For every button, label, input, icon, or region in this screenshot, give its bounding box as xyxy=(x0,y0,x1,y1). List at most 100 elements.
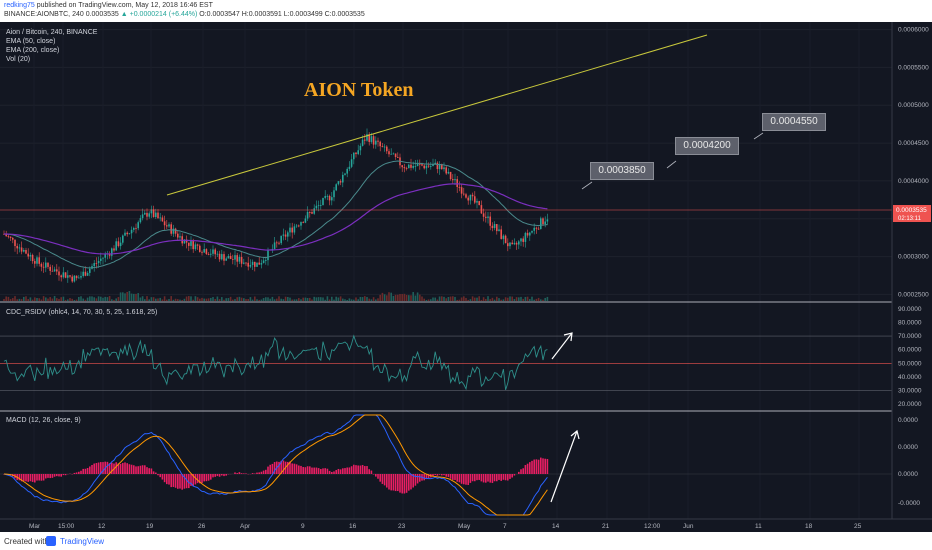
candle-body xyxy=(38,257,40,264)
rsi-line xyxy=(3,334,548,391)
time-tick: Apr xyxy=(240,523,251,530)
macd-histogram-bar xyxy=(47,474,49,478)
candle-body xyxy=(31,254,34,262)
macd-histogram-bar xyxy=(485,474,487,483)
target-label-2[interactable]: 0.0004200 xyxy=(675,137,739,155)
time-tick: 21 xyxy=(602,523,610,530)
volume-bar xyxy=(80,296,82,301)
candle-body xyxy=(460,187,463,194)
candle-body xyxy=(522,238,524,242)
rsi-tick: 90.0000 xyxy=(898,306,922,313)
candle-body xyxy=(348,166,351,169)
macd-histogram-bar xyxy=(40,474,43,481)
macd-histogram-bar xyxy=(51,474,54,478)
volume-bar xyxy=(311,299,313,301)
volume-bar xyxy=(89,296,91,301)
candle-body xyxy=(421,164,423,166)
rsi-legend[interactable]: CDC_RSIDV (ohlc4, 14, 70, 30, 5, 25, 1.6… xyxy=(6,309,158,316)
candle-body xyxy=(58,271,60,276)
volume-bar xyxy=(157,298,159,301)
volume-bar xyxy=(150,297,153,301)
main-legend[interactable]: Aion / Bitcoin, 240, BINANCE EMA (50, cl… xyxy=(6,28,97,64)
macd-histogram-bar xyxy=(278,461,280,474)
legend-symbol: Aion / Bitcoin, 240, BINANCE xyxy=(6,29,98,36)
publish-info: published on TradingView.com, May 12, 20… xyxy=(36,2,213,9)
volume-bar xyxy=(315,297,318,301)
macd-histogram-bar xyxy=(27,474,29,482)
macd-histogram-bar xyxy=(375,474,377,477)
candle-body xyxy=(355,152,357,155)
chart-title-annotation[interactable]: AION Token xyxy=(304,79,414,101)
volume-bar xyxy=(304,297,307,301)
arrow-rsi[interactable] xyxy=(551,332,573,360)
chart-svg[interactable]: 0.0006000 0.0005500 0.0005000 0.0004500 0.00… xyxy=(0,22,932,532)
candle-body xyxy=(328,195,331,201)
ticker: BINANCE:AIONBTC, 240 xyxy=(4,11,84,18)
price-axis[interactable]: 0.0006000 0.0005500 0.0005000 0.0004500 0.00… xyxy=(898,27,929,507)
candle-body xyxy=(425,165,428,169)
candle-body xyxy=(159,217,161,219)
macd-histogram-bar xyxy=(89,466,91,474)
volume-bar xyxy=(111,299,113,301)
macd-legend[interactable]: MACD (12, 26, close, 9) xyxy=(6,417,81,424)
volume-bar xyxy=(267,297,269,301)
candle-body xyxy=(359,145,362,151)
time-tick: May xyxy=(458,523,471,530)
time-tick: 14 xyxy=(552,523,560,530)
candle-body xyxy=(122,235,124,243)
target-label-1[interactable]: 0.0003850 xyxy=(590,162,654,180)
candle-body xyxy=(289,227,291,233)
candle-body xyxy=(304,218,307,223)
macd-histogram-bar xyxy=(465,474,467,485)
volume-bar xyxy=(201,297,203,301)
macd-histogram-bar xyxy=(425,474,428,480)
volume-bar xyxy=(205,298,208,301)
macd-histogram-bar xyxy=(117,463,120,474)
volume-bar xyxy=(14,296,16,301)
candle-body xyxy=(540,218,542,230)
time-axis[interactable]: Mar 15:00 12 19 26 Apr 9 16 23 May 7 14 21 12:00 Jun 11… xyxy=(29,523,862,530)
tradingview-brand[interactable]: TradingView xyxy=(60,537,105,546)
macd-histogram-bar xyxy=(289,461,291,474)
candle-body xyxy=(256,262,258,267)
volume-bar xyxy=(416,292,419,301)
macd-histogram-bar xyxy=(542,458,544,474)
candle-body xyxy=(185,239,188,243)
candle-body xyxy=(137,222,139,229)
macd-histogram-bar xyxy=(38,474,40,481)
macd-histogram-bar xyxy=(20,474,23,482)
chart-area[interactable]: 0.0006000 0.0005500 0.0005000 0.0004500 0.00… xyxy=(0,22,932,532)
candle-body xyxy=(478,201,480,206)
macd-histogram-bar xyxy=(212,474,214,478)
volume-bar xyxy=(177,299,179,301)
volume-bar xyxy=(511,296,513,301)
candle-body xyxy=(221,254,223,260)
macd-histogram-bar xyxy=(447,474,450,477)
volume-bar xyxy=(214,298,216,301)
trendline[interactable] xyxy=(166,34,708,196)
macd-histogram-bar xyxy=(207,474,210,481)
volume-bar xyxy=(344,299,346,301)
candle-body xyxy=(254,261,256,267)
macd-histogram-bar xyxy=(333,471,335,474)
macd-histogram-bar xyxy=(320,469,322,474)
macd-histogram-bar xyxy=(265,469,267,474)
author-link[interactable]: redking75 xyxy=(4,2,35,9)
candle-body xyxy=(97,260,100,264)
candle-body xyxy=(471,194,474,197)
candle-body xyxy=(306,211,309,219)
macd-histogram-bar xyxy=(359,465,362,474)
arrow-macd[interactable] xyxy=(550,429,580,503)
volume-bar xyxy=(155,298,157,301)
macd-histogram-bar xyxy=(529,462,531,474)
macd-histogram-bar xyxy=(80,470,82,474)
macd-histogram-bar xyxy=(432,474,434,477)
volume-bar xyxy=(207,298,210,301)
target-label-3[interactable]: 0.0004550 xyxy=(762,113,826,131)
volume-bar xyxy=(282,299,285,301)
target-arrow-1 xyxy=(581,181,593,190)
macd-histogram-bar xyxy=(130,464,133,474)
volume-bar xyxy=(269,298,271,301)
macd-histogram-bar xyxy=(487,474,489,482)
rsi-tick: 60.0000 xyxy=(898,347,922,354)
